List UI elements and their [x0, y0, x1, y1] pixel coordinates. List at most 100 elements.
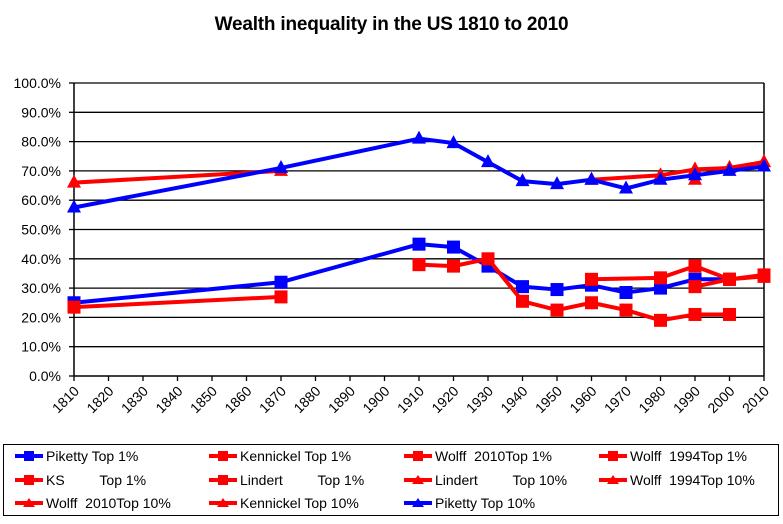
data-point-triangle — [515, 173, 530, 187]
legend-swatch-square-icon — [404, 451, 432, 461]
y-tick-label: 90.0% — [21, 104, 61, 120]
legend-item: Piketty Top 1% — [12, 445, 138, 467]
legend-label: Kennickel Top 10% — [240, 495, 359, 511]
legend-swatch-triangle-icon — [404, 475, 432, 484]
legend-item: Piketty Top 10% — [401, 492, 535, 514]
legend-swatch-square-icon — [15, 475, 43, 485]
x-tick-label: 1810 — [49, 383, 82, 416]
series-group — [67, 130, 771, 327]
legend-item: Wolff 1994Top 1% — [596, 445, 747, 467]
gridlines — [74, 82, 764, 348]
x-tick-label: 1850 — [187, 383, 220, 416]
x-tick-label: 1980 — [635, 383, 668, 416]
data-point-triangle — [653, 171, 668, 185]
data-point-square — [654, 313, 667, 327]
data-point-square — [412, 258, 426, 272]
data-point-square — [550, 303, 564, 317]
legend: Piketty Top 1% Kennickel Top 1% Wolff 2010… — [3, 444, 779, 516]
x-tick-label: 1840 — [152, 383, 185, 416]
data-point-square — [723, 307, 736, 321]
x-tick-label: 1990 — [670, 383, 703, 416]
data-point-triangle — [688, 167, 702, 181]
legend-swatch-square-icon — [15, 451, 43, 461]
y-tick-label: 50.0% — [21, 222, 61, 238]
legend-item: Kennickel Top 10% — [206, 492, 359, 514]
legend-swatch-triangle-icon — [209, 498, 237, 507]
data-point-square — [585, 272, 598, 286]
legend-swatch-square-icon — [599, 451, 627, 461]
legend-label: Piketty Top 10% — [435, 495, 536, 511]
legend-swatch-square-icon — [209, 475, 237, 485]
legend-label: Lindert Top 1% — [240, 472, 365, 488]
data-point-square — [654, 281, 667, 295]
legend-label: Kennickel Top 1% — [240, 448, 352, 464]
data-point-triangle — [550, 176, 564, 190]
legend-label: Piketty Top 1% — [46, 448, 139, 464]
data-point-triangle — [722, 162, 737, 176]
x-tick-label: 1870 — [256, 383, 289, 416]
data-point-square — [688, 259, 702, 273]
legend-item: Lindert Top 10% — [401, 469, 567, 491]
legend-label: Wolff 2010Top 10% — [46, 495, 171, 511]
data-point-square — [688, 280, 702, 294]
x-tick-label: 1930 — [463, 383, 496, 416]
series-piketty-top-10pct — [67, 130, 771, 213]
data-point-square — [274, 290, 288, 304]
legend-item: Lindert Top 1% — [206, 469, 364, 491]
legend-swatch-triangle-icon — [404, 498, 432, 507]
data-point-square — [654, 271, 667, 285]
data-point-triangle — [274, 159, 288, 173]
data-point-triangle — [446, 135, 461, 149]
x-tick-label: 1920 — [428, 383, 461, 416]
y-tick-label: 40.0% — [21, 251, 61, 267]
y-tick-label: 70.0% — [21, 163, 61, 179]
x-tick-label: 1910 — [394, 383, 427, 416]
series-lindert-top-1pct — [67, 290, 288, 314]
data-point-triangle — [619, 180, 633, 194]
data-point-square — [447, 240, 460, 254]
x-tick-label: 1950 — [532, 383, 565, 416]
series-piketty-top-1pct — [67, 237, 736, 310]
series-ks-top-1pct — [412, 252, 736, 327]
data-point-square — [550, 283, 564, 297]
legend-item: Wolff 2010Top 1% — [401, 445, 552, 467]
data-point-triangle — [67, 199, 81, 213]
legend-label: Wolff 2010Top 1% — [435, 448, 553, 464]
data-point-square — [619, 303, 633, 317]
data-point-square — [723, 272, 736, 286]
data-point-triangle — [757, 158, 771, 172]
y-tick-label: 10.0% — [21, 339, 61, 355]
legend-label: Wolff 1994Top 1% — [630, 448, 748, 464]
data-point-triangle — [67, 174, 81, 188]
series-line — [418, 256, 730, 323]
y-tick-label: 20.0% — [21, 309, 61, 325]
legend-item: Wolff 2010Top 10% — [12, 492, 171, 514]
y-tick-label: 0.0% — [29, 368, 61, 384]
data-point-square — [516, 294, 529, 308]
data-point-triangle — [412, 130, 426, 144]
data-point-square — [412, 237, 426, 251]
data-point-square — [481, 252, 495, 266]
legend-swatch-square-icon — [209, 451, 237, 461]
data-point-triangle — [481, 154, 495, 168]
chart-title: Wealth inequality in the US 1810 to 2010 — [214, 14, 569, 35]
x-tick-label: 1960 — [566, 383, 599, 416]
x-tick-label: 1890 — [325, 383, 358, 416]
legend-item: Kennickel Top 1% — [206, 445, 351, 467]
data-point-square — [757, 268, 771, 282]
y-tick-label: 80.0% — [21, 134, 61, 150]
y-tick-label: 100.0% — [14, 75, 61, 91]
x-tick-label: 1860 — [221, 383, 254, 416]
x-tick-label: 1940 — [497, 383, 530, 416]
data-point-square — [447, 259, 460, 273]
data-point-square — [619, 285, 633, 299]
x-tick-label: 1880 — [290, 383, 323, 416]
series-line — [73, 294, 282, 310]
legend-swatch-triangle-icon — [15, 498, 43, 507]
x-tick-label: 1830 — [118, 383, 151, 416]
y-axis-ticks: 0.0% 10.0% 20.0% 30.0% 40.0% 50.0% 60.0% 70.0% 8… — [14, 75, 74, 384]
legend-item: KS Top 1% — [12, 469, 146, 491]
y-tick-label: 30.0% — [21, 280, 61, 296]
data-point-square — [688, 307, 702, 321]
x-tick-label: 2000 — [704, 383, 737, 416]
